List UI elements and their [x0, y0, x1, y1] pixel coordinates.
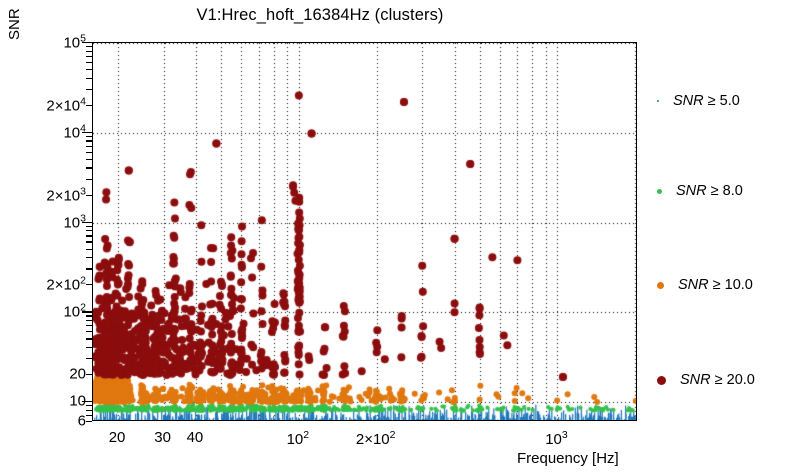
tick-mark	[86, 140, 92, 142]
legend-item[interactable]: SNR ≥ 10.0	[645, 274, 805, 296]
tick-mark	[86, 338, 92, 340]
x-tick-label: 2×102	[355, 429, 396, 448]
tick-mark	[86, 347, 92, 349]
tick-mark	[86, 374, 92, 376]
x-tick-label: 30	[154, 429, 171, 446]
legend-marker-icon	[657, 281, 664, 289]
tick-mark	[86, 405, 92, 407]
tick-mark	[86, 225, 92, 227]
tick-mark	[86, 55, 92, 58]
legend-marker-icon	[657, 375, 666, 385]
tick-mark	[82, 42, 92, 44]
tick-mark	[86, 315, 92, 317]
tick-mark	[86, 158, 92, 160]
x-tick-label: 102	[286, 429, 310, 448]
tick-mark	[86, 167, 92, 169]
legend-label: SNR ≥ 20.0	[680, 372, 755, 388]
legend-label: SNR ≥ 5.0	[673, 93, 740, 109]
x-axis-title: Frequency [Hz]	[517, 450, 619, 467]
y-tick-label: 103	[63, 212, 86, 232]
tick-mark	[82, 131, 92, 133]
tick-mark	[86, 104, 92, 106]
tick-mark	[86, 178, 92, 180]
tick-mark	[86, 194, 92, 196]
legend-item[interactable]: SNR ≥ 5.0	[645, 90, 805, 112]
tick-mark	[82, 311, 92, 313]
legend-marker-icon	[657, 188, 662, 194]
tick-mark	[86, 61, 92, 64]
y-tick-label: 2×104	[46, 95, 86, 115]
tick-mark	[86, 320, 92, 322]
tick-mark	[86, 135, 92, 138]
tick-mark	[82, 221, 92, 223]
legend-item[interactable]: SNR ≥ 20.0	[645, 369, 805, 391]
y-tick-label: 6	[77, 412, 86, 430]
y-tick-label: 102	[63, 301, 86, 321]
legend-marker-icon	[657, 100, 659, 102]
tick-mark	[86, 88, 92, 91]
y-tick-label: 20	[69, 365, 86, 383]
x-tick-label: 20	[108, 429, 126, 446]
legend-label: SNR ≥ 10.0	[678, 277, 753, 293]
tick-mark	[86, 145, 92, 147]
tick-mark	[86, 325, 92, 327]
tick-mark	[86, 331, 92, 333]
tick-mark	[86, 248, 92, 250]
scatter-canvas	[93, 43, 636, 420]
tick-mark	[86, 69, 92, 71]
tick-mark	[86, 151, 92, 153]
tick-mark	[86, 284, 92, 286]
legend-item[interactable]: SNR ≥ 8.0	[645, 180, 805, 202]
tick-mark	[86, 235, 92, 237]
tick-mark	[82, 401, 92, 403]
tick-mark	[86, 409, 92, 411]
chart-title: V1:Hrec_hoft_16384Hz (clusters)	[196, 6, 444, 24]
tick-mark	[86, 241, 92, 243]
x-tick-label: 40	[186, 429, 204, 446]
legend: SNR ≥ 5.0 SNR ≥ 8.0 SNR ≥ 10.0 SNR ≥ 20.0	[645, 42, 805, 421]
plot-area[interactable]	[92, 42, 637, 421]
tick-mark	[86, 77, 92, 79]
tick-mark	[86, 421, 92, 423]
tick-mark	[86, 50, 92, 52]
tick-mark	[86, 257, 92, 259]
y-tick-label: 104	[63, 122, 86, 142]
legend-label: SNR ≥ 8.0	[676, 183, 743, 199]
tick-mark	[86, 46, 92, 48]
tick-mark	[86, 358, 92, 360]
x-tick-label: 103	[545, 429, 568, 448]
y-tick-label: 2×103	[46, 185, 86, 205]
y-tick-label: 2×102	[46, 274, 86, 294]
y-tick-label: 10	[69, 392, 86, 410]
tick-mark	[86, 414, 92, 417]
tick-mark	[86, 268, 92, 270]
y-tick-label: 105	[63, 32, 86, 52]
tick-mark	[86, 230, 92, 232]
